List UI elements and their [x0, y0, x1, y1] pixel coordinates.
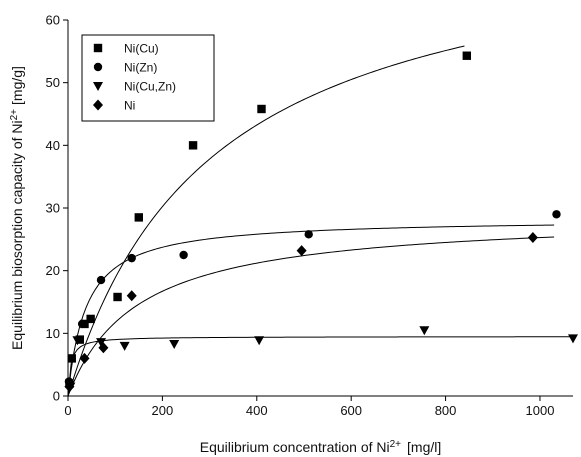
data-point — [86, 314, 95, 324]
data-point — [257, 104, 266, 114]
data-point — [72, 336, 83, 346]
legend-label: Ni(Cu) — [124, 42, 159, 56]
fit-curve-series-4 — [67, 236, 555, 397]
y-axis-label-unit: [mg/g] — [9, 66, 25, 105]
data-point — [113, 292, 122, 302]
data-point — [304, 230, 313, 239]
legend-label: Ni — [124, 99, 135, 113]
legend-label: Ni(Cu,Zn) — [124, 80, 176, 94]
series-4-points — [64, 231, 538, 393]
y-axis-label-main: Equilibrium biosorption capacity of Ni — [9, 120, 25, 350]
x-tick-label: 800 — [435, 403, 457, 418]
data-point — [96, 338, 107, 348]
data-point — [67, 354, 76, 363]
data-point — [462, 51, 472, 60]
y-tick-label: 10 — [46, 326, 60, 341]
x-tick-label: 600 — [340, 403, 362, 418]
x-tick-label: 400 — [246, 403, 268, 418]
data-point — [552, 210, 561, 219]
ticks: 0 200 400 600 800 1000 0 10 20 30 40 50 60 — [46, 13, 555, 419]
fit-curve-series-1 — [67, 45, 465, 397]
data-point — [77, 319, 87, 329]
data-point — [119, 341, 130, 351]
data-point — [79, 352, 90, 364]
data-point — [296, 245, 307, 257]
data-point — [527, 231, 538, 243]
data-point — [419, 326, 430, 336]
data-point — [126, 290, 137, 302]
legend-marker — [93, 99, 103, 111]
data-point — [188, 141, 198, 150]
y-tick-label: 60 — [46, 13, 60, 28]
data-point — [64, 381, 75, 393]
y-tick-label: 0 — [53, 389, 60, 404]
legend-marker — [93, 82, 103, 91]
legend-box — [81, 34, 215, 122]
x-axis-label-superscript: 2+ — [390, 439, 402, 450]
data-point — [254, 336, 265, 346]
x-tick-label: 200 — [152, 403, 174, 418]
y-tick-label: 20 — [46, 263, 60, 278]
data-point — [98, 342, 109, 354]
data-point — [127, 253, 136, 263]
x-axis-label-main: Equilibrium concentration of Ni — [200, 439, 390, 455]
y-axis-label-superscript: 2+ — [9, 109, 20, 121]
data-point — [179, 250, 188, 260]
x-axis-label: Equilibrium concentration of Ni2+ [mg/l] — [200, 439, 442, 456]
y-tick-label: 40 — [46, 138, 60, 153]
x-tick-label: 1000 — [526, 403, 555, 418]
data-point — [169, 339, 180, 349]
y-axis-label: Equilibrium biosorption capacity of Ni2+… — [9, 66, 26, 350]
x-axis-label-unit: [mg/l] — [407, 439, 441, 455]
series-3-points — [65, 326, 578, 392]
x-tick-label: 0 — [64, 403, 71, 418]
fit-curve-series-3 — [67, 336, 574, 397]
y-tick-label: 30 — [46, 201, 60, 216]
data-point — [568, 334, 578, 344]
legend-marker — [93, 43, 103, 53]
legend-label: Ni(Zn) — [124, 61, 157, 75]
series-2-points — [64, 210, 561, 386]
data-points — [64, 51, 578, 393]
data-point — [134, 213, 143, 222]
legend-marker — [93, 62, 103, 72]
y-tick-label: 50 — [46, 75, 60, 90]
legend: Ni(Cu) Ni(Zn) Ni(Cu,Zn) Ni — [81, 34, 215, 122]
data-point — [96, 275, 106, 285]
